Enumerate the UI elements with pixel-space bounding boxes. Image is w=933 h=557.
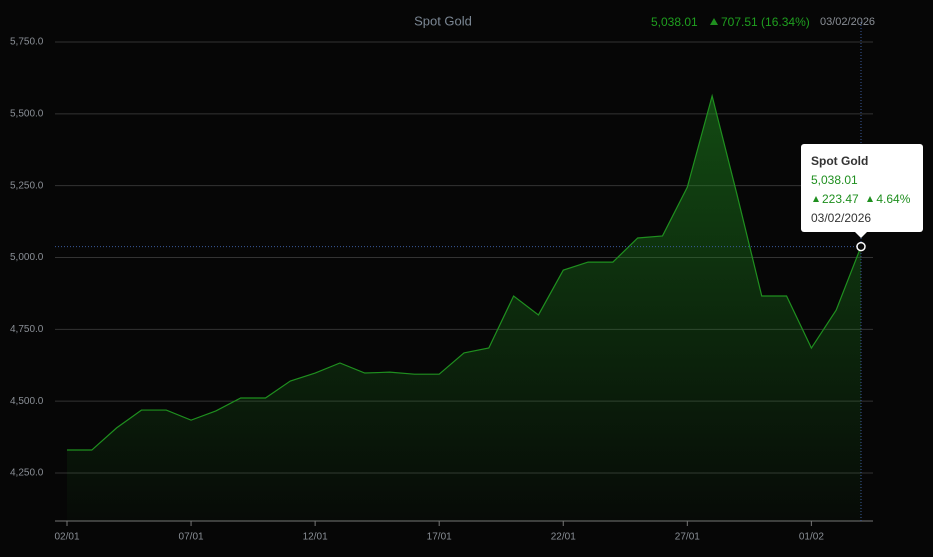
x-tick-label: 02/01 xyxy=(54,532,79,543)
chart-title: Spot Gold xyxy=(414,13,472,28)
tooltip-date: 03/02/2026 xyxy=(811,211,872,225)
tooltip-value: 5,038.01 xyxy=(811,173,858,187)
header-change-pct: (16.34%) xyxy=(761,15,810,29)
y-tick-label: 4,500.0 xyxy=(10,396,44,407)
x-tick-label: 27/01 xyxy=(675,532,700,543)
y-tick-label: 4,750.0 xyxy=(10,324,44,335)
tooltip-title: Spot Gold xyxy=(811,154,869,168)
up-arrow xyxy=(867,196,874,202)
tooltip: Spot Gold 5,038.01 223.47 4.64% 03/02/20… xyxy=(801,144,923,238)
y-tick-label: 5,250.0 xyxy=(10,180,44,191)
x-tick-label: 01/02 xyxy=(799,532,824,543)
up-arrow xyxy=(813,196,819,202)
x-tick-label: 07/01 xyxy=(179,532,204,543)
tooltip-change-value: 223.47 xyxy=(822,192,859,206)
area-fill xyxy=(67,96,861,522)
x-tick-label: 12/01 xyxy=(303,532,328,543)
y-tick-label: 5,750.0 xyxy=(10,37,44,48)
header-change-value: 707.51 xyxy=(721,15,758,29)
tooltip-change-pct: 4.64% xyxy=(876,192,911,206)
header-value: 5,038.01 xyxy=(651,15,698,29)
y-tick-label: 5,500.0 xyxy=(10,108,44,119)
y-tick-label: 5,000.0 xyxy=(10,252,44,263)
y-tick-label: 4,250.0 xyxy=(10,468,44,479)
header-date: 03/02/2026 xyxy=(820,16,876,28)
line xyxy=(67,93,862,451)
header-change: 707.51 (16.34%) xyxy=(708,15,810,29)
x-tick-label: 17/01 xyxy=(427,532,452,543)
up-arrow xyxy=(710,18,718,25)
tooltip-change: 223.47 4.64% xyxy=(811,190,913,209)
highlight-point xyxy=(856,241,866,252)
x-tick-label: 22/01 xyxy=(551,532,576,543)
plot: 4,250.0 4,500.0 4,750.0 5,000.0 5,250.0 5,500… xyxy=(10,22,873,543)
